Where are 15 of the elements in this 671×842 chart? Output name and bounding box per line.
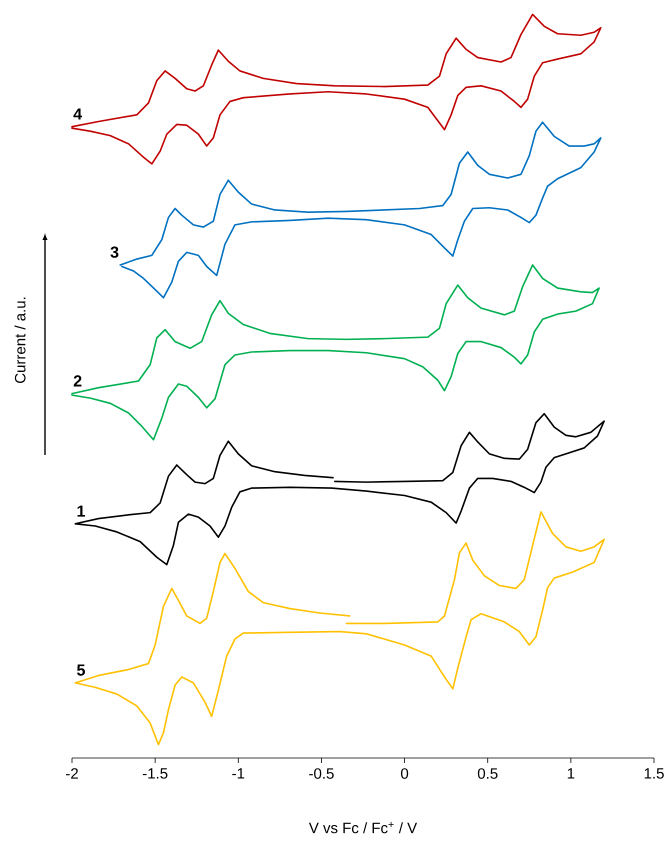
series-label: 4 [73, 108, 82, 120]
series-label: 1 [78, 506, 85, 517]
x-tick-label: -1 [232, 768, 244, 779]
x-tick-label: 1.5 [644, 768, 664, 779]
series-label: 2 [74, 375, 82, 386]
x-tick-label: 0.5 [478, 768, 498, 779]
x-tick-label: -1.5 [142, 768, 168, 779]
series-label: 5 [77, 664, 85, 676]
y-axis-title: Current / a.u. [14, 298, 26, 383]
series-label: 3 [110, 246, 118, 258]
x-tick-label: -2 [66, 768, 78, 779]
x-tick-label: 0 [400, 768, 408, 779]
x-tick-label: 1 [568, 768, 574, 779]
x-axis-title: V vs Fc / Fc$^{+}$ / V [308, 822, 418, 834]
x-tick-label: -0.5 [309, 768, 334, 779]
